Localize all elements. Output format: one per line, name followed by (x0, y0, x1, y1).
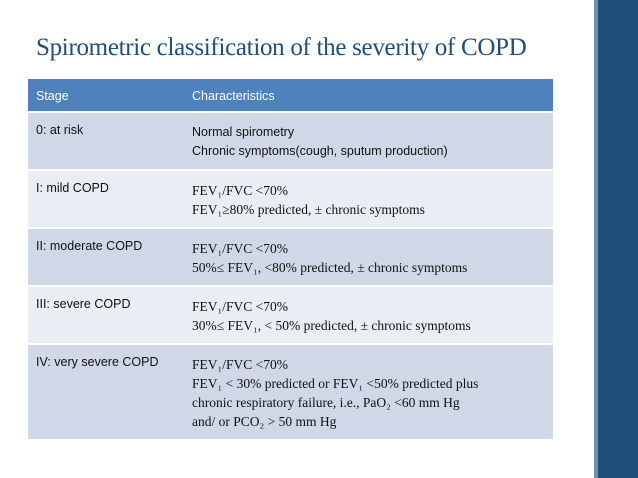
stage-cell: III: severe COPD (28, 287, 184, 343)
characteristic-line: FEV₁/FVC <70% (192, 357, 288, 372)
table-header-row: Stage Characteristics (28, 79, 553, 111)
side-band-separator (594, 0, 598, 478)
copd-severity-table: Stage Characteristics 0: at risk Normal … (28, 77, 553, 441)
header-stage: Stage (28, 79, 184, 111)
characteristics-cell: FEV₁/FVC <70% FEV₁≥80% predicted, ± chro… (184, 171, 553, 227)
stage-cell: I: mild COPD (28, 171, 184, 227)
characteristic-line: FEV₁≥80% predicted, ± chronic symptoms (192, 202, 425, 217)
table-row: II: moderate COPD FEV₁/FVC <70% 50%≤ FEV… (28, 229, 553, 285)
stage-cell: 0: at risk (28, 113, 184, 169)
table-row: III: severe COPD FEV₁/FVC <70% 30%≤ FEV₁… (28, 287, 553, 343)
slide-title: Spirometric classification of the severi… (36, 34, 527, 61)
stage-cell: IV: very severe COPD (28, 345, 184, 439)
header-characteristics: Characteristics (184, 79, 553, 111)
characteristic-line: Chronic symptoms(cough, sputum productio… (192, 144, 448, 158)
characteristics-cell: FEV₁/FVC <70% 50%≤ FEV₁, <80% predicted,… (184, 229, 553, 285)
characteristics-cell: Normal spirometry Chronic symptoms(cough… (184, 113, 553, 169)
decorative-side-band (594, 0, 638, 478)
stage-cell: II: moderate COPD (28, 229, 184, 285)
characteristic-line: chronic respiratory failure, i.e., PaO₂ … (192, 395, 460, 410)
characteristics-cell: FEV₁/FVC <70% 30%≤ FEV₁, < 50% predicted… (184, 287, 553, 343)
characteristic-line: FEV₁/FVC <70% (192, 183, 288, 198)
characteristic-line: FEV₁ < 30% predicted or FEV₁ <50% predic… (192, 376, 479, 391)
characteristic-line: Normal spirometry (192, 125, 295, 139)
characteristic-line: and/ or PCO₂ > 50 mm Hg (192, 414, 337, 429)
characteristic-line: 30%≤ FEV₁, < 50% predicted, ± chronic sy… (192, 318, 471, 333)
characteristic-line: FEV₁/FVC <70% (192, 241, 288, 256)
table-row: 0: at risk Normal spirometry Chronic sym… (28, 113, 553, 169)
characteristic-line: FEV₁/FVC <70% (192, 299, 288, 314)
table-row: I: mild COPD FEV₁/FVC <70% FEV₁≥80% pred… (28, 171, 553, 227)
characteristic-line: 50%≤ FEV₁, <80% predicted, ± chronic sym… (192, 260, 468, 275)
characteristics-cell: FEV₁/FVC <70% FEV₁ < 30% predicted or FE… (184, 345, 553, 439)
table-row: IV: very severe COPD FEV₁/FVC <70% FEV₁ … (28, 345, 553, 439)
